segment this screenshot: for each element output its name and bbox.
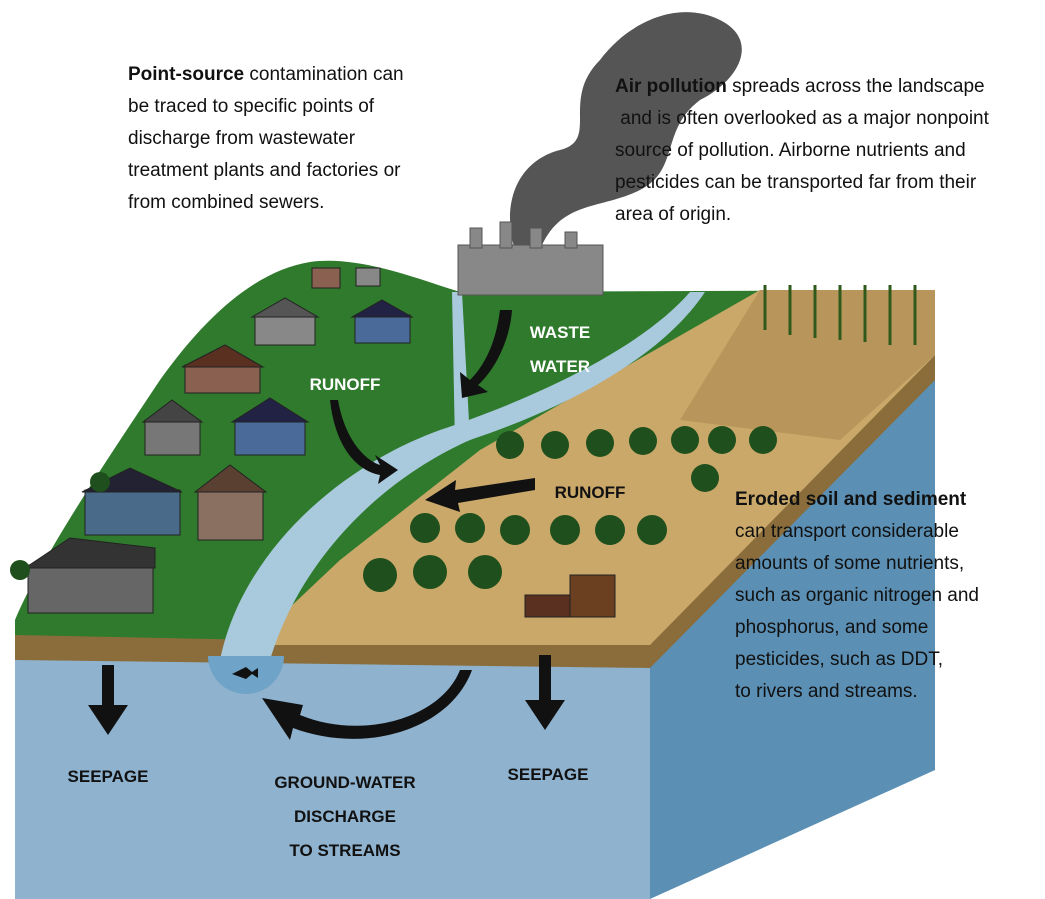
seepage-label: SEEPAGE [508,765,589,784]
seepage-label: SEEPAGE [68,767,149,786]
diagram: Point-source contamination can be traced… [0,0,1045,899]
point-source-note: Point-source contamination can be traced… [128,64,409,213]
runoff-label: RUNOFF [310,375,381,394]
factory [458,222,603,295]
runoff-label: RUNOFF [555,483,626,502]
